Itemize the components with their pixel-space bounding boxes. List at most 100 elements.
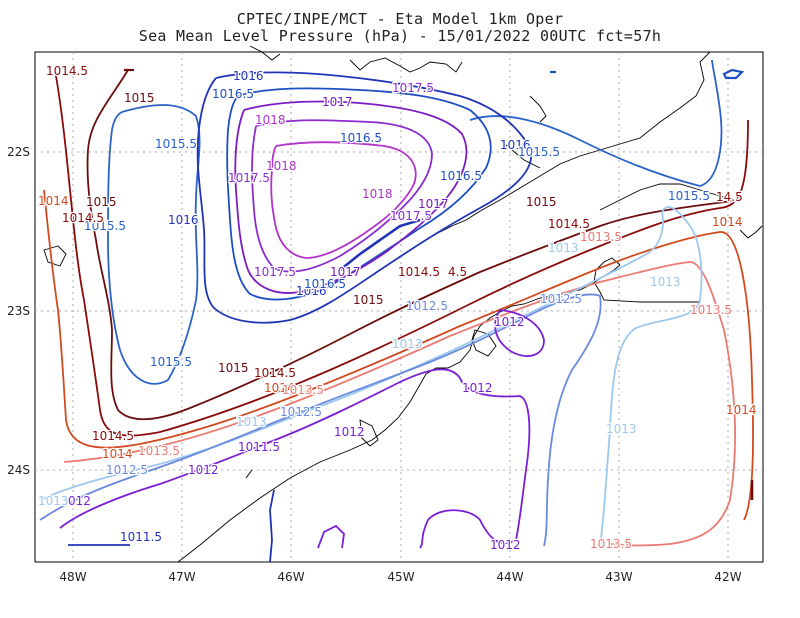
graticule	[35, 52, 763, 562]
x-tick: 48W	[59, 570, 86, 584]
isobar-label: 1011.5	[120, 530, 162, 544]
isobars	[39, 59, 754, 563]
isobar-1015	[86, 69, 741, 421]
isobar-1012-low	[494, 309, 545, 357]
isobar-label: 1013.5	[138, 444, 180, 458]
isobar-label: 1012	[494, 315, 525, 329]
isobar-label: 1011.5	[238, 440, 280, 454]
isobar-label: 1014	[726, 403, 757, 417]
isobar-1011-5-south	[269, 489, 275, 563]
isobar-label: 1012	[490, 538, 521, 552]
isobar-label: 1013.5	[590, 537, 632, 551]
y-tick: 22S	[7, 145, 30, 159]
isobar-1016-tail	[339, 218, 421, 272]
isobar-label: 14.5	[716, 190, 743, 204]
isobar-label: 1012.5	[280, 405, 322, 419]
isobar-label: 1013	[392, 337, 423, 351]
isobar-label: 1018	[362, 187, 393, 201]
isobar-label: 1017	[418, 197, 449, 211]
isobar-label: 1015.5	[150, 355, 192, 369]
map-frame	[34, 51, 764, 563]
isobar-label: 1017.5	[392, 81, 434, 95]
isobar-label: 1014.5	[62, 211, 104, 225]
isobar-1017-5	[251, 119, 433, 273]
isobar-1013	[39, 206, 703, 547]
isobar-label: 1017	[330, 265, 361, 279]
isobar-label: 1015	[124, 91, 155, 105]
isobar-label: 1014.5	[254, 366, 296, 380]
x-tick: 45W	[387, 570, 414, 584]
x-axis: 48W 47W 46W 45W 44W 43W 42W	[59, 570, 741, 584]
isobar-label: 1015	[218, 361, 249, 375]
isobar-1016	[196, 71, 533, 324]
isobar-label: 1014	[102, 447, 133, 461]
contour-labels: 1014.5101510161016.510171017.510181016.5…	[37, 63, 758, 554]
isobar-label: 1017.5	[390, 209, 432, 223]
isobar-label: 1015	[526, 195, 557, 209]
x-tick: 44W	[496, 570, 523, 584]
isobar-label: 1016	[168, 213, 199, 227]
isobar-1015-5-west	[107, 104, 201, 385]
isobar-label: 1015.5	[518, 145, 560, 159]
isobar-label: 012	[68, 494, 91, 508]
isobar-label: 1014.5	[46, 64, 88, 78]
isobar-label: 1015	[86, 195, 117, 209]
y-tick: 24S	[7, 463, 30, 477]
isobar-label: 1017.5	[228, 171, 270, 185]
isobar-label: 1015	[353, 293, 384, 307]
x-tick: 42W	[714, 570, 741, 584]
isobar-label: 1012	[334, 425, 365, 439]
isobar-label: 1014.5	[92, 429, 134, 443]
isobar-label: 1017	[322, 95, 353, 109]
isobar-label: 1018	[255, 113, 286, 127]
isobar-label: 1014	[38, 194, 69, 208]
isobar-1014-5	[54, 69, 749, 437]
isobar-label: 1014	[712, 215, 743, 229]
isobar-label: 1013	[606, 422, 637, 436]
isobar-1013-5	[63, 261, 737, 547]
isobar-1015-5-east	[469, 59, 723, 187]
isobar-label: 1016.5	[440, 169, 482, 183]
isobar-label: 1016.5	[304, 277, 346, 291]
isobar-label: 1012	[188, 463, 219, 477]
isobar-label: 1016	[233, 69, 264, 83]
isobar-label: 1012.5	[540, 292, 582, 306]
isobar-label: 1016.5	[340, 131, 382, 145]
isobar-label: 1014.5	[398, 265, 440, 279]
isobar-label: 1015.5	[84, 219, 126, 233]
isobar-label: 1015.5	[668, 189, 710, 203]
isobar-label: 1017.5	[254, 265, 296, 279]
isobar-label: 1015.5	[155, 137, 197, 151]
isobar-label: 1014	[264, 381, 295, 395]
isobar-label: 1013.5	[580, 230, 622, 244]
isobar-label: 4.5	[448, 265, 467, 279]
x-tick: 43W	[605, 570, 632, 584]
isobar-1018	[270, 141, 417, 259]
isobar-label: 1012.5	[406, 299, 448, 313]
isobar-label: 1013.5	[282, 383, 324, 397]
x-tick: 46W	[277, 570, 304, 584]
isobar-label: 1013	[236, 415, 267, 429]
map-title: CPTEC/INPE/MCT - Eta Model 1km Oper	[236, 10, 564, 28]
x-tick: 47W	[168, 570, 195, 584]
isobar-label: 1016	[500, 138, 531, 152]
isobar-1012-small	[317, 524, 345, 549]
isobar-label: 1016	[296, 284, 327, 298]
coastline	[43, 45, 763, 563]
isobar-label: 1014.5	[548, 217, 590, 231]
isobar-label: 1013	[650, 275, 681, 289]
isobar-label: 1013.5	[690, 303, 732, 317]
isobar-label: 1018	[266, 159, 297, 173]
isobar-label: 1013	[38, 494, 69, 508]
isobar-label: 1013	[548, 241, 579, 255]
isobar-label: 1012.5	[106, 463, 148, 477]
y-axis: 22S 23S 24S	[7, 145, 30, 477]
isobar-1015-5-ne	[722, 68, 745, 80]
isobar-1012-5	[39, 293, 602, 547]
isobar-label: 1016.5	[212, 87, 254, 101]
isobar-1014	[43, 189, 754, 521]
isobar-label: 1012	[462, 381, 493, 395]
isobar-1012	[59, 368, 531, 549]
y-tick: 23S	[7, 304, 30, 318]
